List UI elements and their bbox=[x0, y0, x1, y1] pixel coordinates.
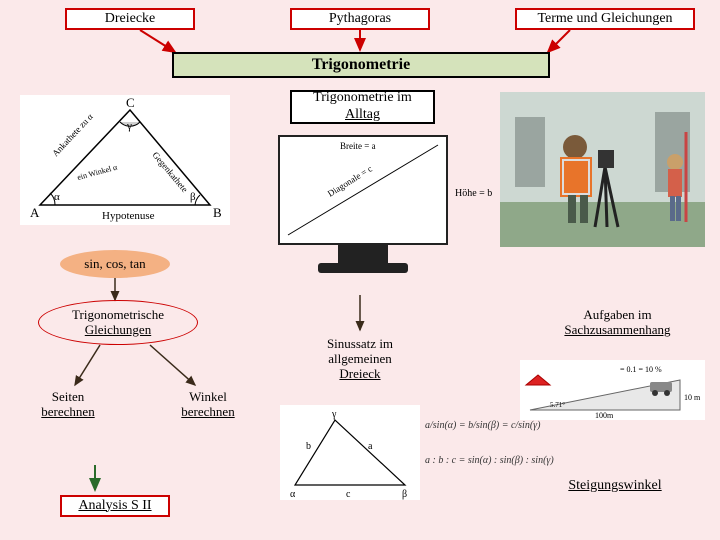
svg-text:Hypotenuse: Hypotenuse bbox=[102, 210, 155, 222]
svg-text:A: A bbox=[30, 205, 40, 220]
box-terme: Terme und Gleichungen bbox=[515, 8, 695, 30]
svg-text:B: B bbox=[213, 205, 222, 220]
triangle-diagram: A B C α β γ Hypotenuse Ankathete zu α Ge… bbox=[20, 95, 230, 225]
box-alltag: Trigonometrie im Alltag bbox=[290, 90, 435, 124]
trig-gl-l2: Gleichungen bbox=[85, 323, 151, 338]
oval-winkel: Winkel berechnen bbox=[158, 385, 258, 425]
sinus-l1: Sinussatz im bbox=[327, 337, 393, 352]
svg-text:Breite = a: Breite = a bbox=[340, 141, 376, 151]
svg-text:γ: γ bbox=[331, 409, 337, 420]
svg-text:Diagonale = c: Diagonale = c bbox=[326, 163, 374, 198]
oval-sincostan: sin, cos, tan bbox=[60, 250, 170, 278]
svg-text:α: α bbox=[54, 191, 60, 203]
svg-text:Ankathete zu α: Ankathete zu α bbox=[50, 111, 95, 158]
oval-seiten: Seiten berechnen bbox=[18, 385, 118, 425]
svg-text:100m: 100m bbox=[595, 411, 614, 420]
small-triangle-diagram: α β γ a b c bbox=[280, 405, 420, 500]
winkel-l2: berechnen bbox=[181, 405, 234, 420]
svg-text:α: α bbox=[290, 489, 296, 500]
seiten-l1: Seiten bbox=[52, 390, 85, 405]
sinus-l3: Dreieck bbox=[339, 367, 380, 382]
analysis-text: Analysis S II bbox=[78, 498, 151, 515]
svg-text:a: a bbox=[368, 441, 373, 452]
box-pythagoras: Pythagoras bbox=[290, 8, 430, 30]
trig-gl-l1: Trigonometrische bbox=[72, 308, 164, 323]
formula-2: a : b : c = sin(α) : sin(β) : sin(γ) bbox=[425, 455, 554, 466]
svg-text:10 m: 10 m bbox=[684, 393, 701, 402]
aufgaben-l2: Sachzusammenhang bbox=[564, 323, 670, 338]
svg-text:γ: γ bbox=[126, 120, 132, 132]
monitor-hoehe-label: Höhe = b bbox=[455, 188, 492, 199]
svg-text:β: β bbox=[402, 489, 407, 500]
sinus-l2: allgemeinen bbox=[328, 352, 392, 367]
oval-sinussatz: Sinussatz im allgemeinen Dreieck bbox=[300, 332, 420, 387]
svg-text:Gegenkathete: Gegenkathete bbox=[150, 150, 189, 194]
oval-trig-gleichungen: Trigonometrische Gleichungen bbox=[38, 300, 198, 345]
svg-text:β: β bbox=[190, 191, 196, 203]
seiten-l2: berechnen bbox=[41, 405, 94, 420]
steigung-text: Steigungswinkel bbox=[568, 478, 661, 495]
winkel-l1: Winkel bbox=[189, 390, 227, 405]
svg-text:c: c bbox=[346, 489, 351, 500]
aufgaben-l1: Aufgaben im bbox=[583, 308, 651, 323]
alltag-line2: Alltag bbox=[345, 107, 380, 124]
oval-aufgaben: Aufgaben im Sachzusammenhang bbox=[530, 300, 705, 345]
slope-diagram: 10 m 100m = 0.1 = 10 % 5.71° bbox=[520, 360, 705, 420]
header-trigonometrie: Trigonometrie bbox=[172, 52, 550, 78]
svg-text:5.71°: 5.71° bbox=[550, 401, 565, 409]
surveyor-illustration bbox=[500, 92, 705, 247]
alltag-line1: Trigonometrie im bbox=[313, 90, 412, 107]
svg-text:= 0.1 = 10 %: = 0.1 = 10 % bbox=[620, 365, 662, 374]
svg-text:b: b bbox=[306, 441, 311, 452]
svg-text:C: C bbox=[126, 95, 135, 110]
box-dreiecke: Dreiecke bbox=[65, 8, 195, 30]
box-analysis: Analysis S II bbox=[60, 495, 170, 517]
label-steigungswinkel: Steigungswinkel bbox=[545, 475, 685, 497]
monitor-diagram: Breite = a Diagonale = c bbox=[278, 135, 448, 280]
svg-text:ein Winkel α: ein Winkel α bbox=[76, 162, 119, 182]
formula-1: a/sin(α) = b/sin(β) = c/sin(γ) bbox=[425, 420, 540, 431]
